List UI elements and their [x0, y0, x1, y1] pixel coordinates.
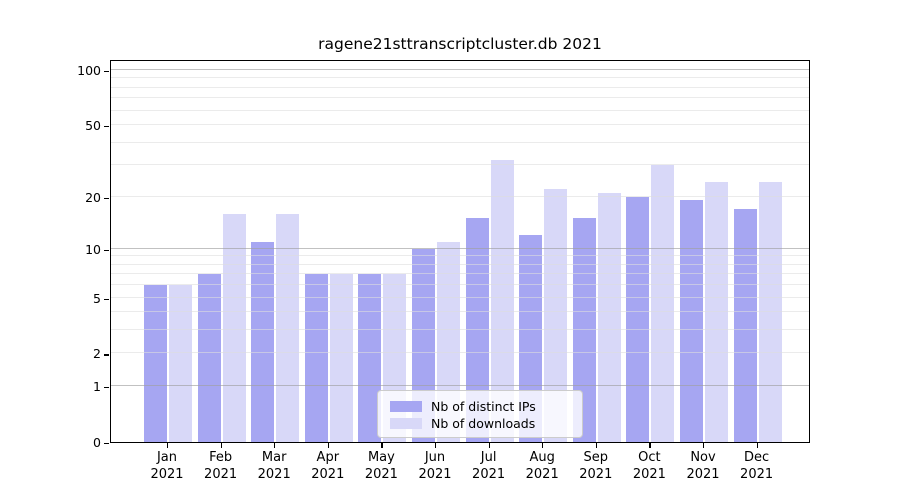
gridline-major-10 [111, 247, 809, 249]
bar-distinct-ips-apr [304, 274, 328, 442]
bar-distinct-ips-feb [197, 274, 221, 442]
y-tick-100 [104, 70, 109, 72]
bar-downloads-feb [222, 213, 246, 442]
x-tick-jan [167, 443, 169, 448]
x-tick-label-dec: Dec 2021 [740, 450, 774, 482]
x-tick-jun [435, 443, 437, 448]
x-tick-label-jul: Jul 2021 [472, 450, 506, 482]
bar-downloads-aug [544, 189, 568, 442]
legend-label-downloads: Nb of downloads [431, 415, 536, 431]
bar-downloads-mar [276, 213, 300, 442]
y-tick-20 [104, 197, 109, 199]
y-tick-label-5: 5 [93, 290, 101, 306]
gridline-minor-60 [111, 109, 809, 111]
gridline-minor-80 [111, 86, 809, 88]
gridline-minor-70 [111, 97, 809, 99]
y-tick-label-2: 2 [93, 346, 101, 362]
gridline-minor-3 [111, 329, 809, 331]
gridline-minor-8 [111, 263, 809, 265]
y-tick-1 [104, 387, 109, 389]
x-tick-feb [220, 443, 222, 448]
x-tick-label-oct: Oct 2021 [632, 450, 666, 482]
y-tick-label-100: 100 [77, 62, 101, 78]
gridline-minor-2 [111, 352, 809, 354]
gridline-minor-6 [111, 284, 809, 286]
y-tick-5 [104, 298, 109, 300]
legend-swatch-distinct-ips [390, 400, 422, 412]
y-tick-10 [104, 249, 109, 251]
bar-distinct-ips-dec [733, 208, 757, 442]
bar-downloads-jul [490, 160, 514, 442]
y-tick-50 [104, 125, 109, 128]
bar-downloads-sep [597, 192, 621, 442]
x-tick-aug [542, 443, 544, 448]
gridline-minor-50 [111, 123, 809, 125]
y-tick-label-50: 50 [85, 117, 101, 133]
x-tick-nov [703, 443, 705, 448]
x-tick-oct [649, 443, 651, 448]
y-tick-label-20: 20 [85, 189, 101, 205]
legend-swatch-downloads [390, 417, 422, 429]
x-tick-jul [488, 443, 490, 448]
chart-title: ragene21sttranscriptcluster.db 2021 [318, 35, 602, 53]
x-tick-dec [756, 443, 758, 448]
plot-area: Nb of distinct IPs Nb of downloads [110, 60, 810, 443]
x-tick-label-may: May 2021 [364, 450, 398, 482]
gridline-minor-9 [111, 255, 809, 257]
x-tick-apr [327, 443, 329, 448]
gridline-minor-7 [111, 273, 809, 275]
x-tick-label-nov: Nov 2021 [686, 450, 720, 482]
bar-distinct-ips-jan [144, 285, 167, 442]
y-tick-0 [104, 443, 109, 445]
x-tick-label-jan: Jan 2021 [150, 450, 184, 482]
x-tick-label-apr: Apr 2021 [311, 450, 345, 482]
gridline-minor-90 [111, 77, 809, 79]
legend-label-distinct-ips: Nb of distinct IPs [431, 398, 536, 414]
bar-downloads-apr [329, 274, 353, 442]
legend-item-downloads: Nb of downloads [390, 415, 572, 431]
y-tick-label-0: 0 [93, 435, 101, 450]
bar-distinct-ips-nov [680, 200, 703, 442]
gridline-minor-30 [111, 164, 809, 166]
y-tick-label-10: 10 [85, 241, 101, 257]
gridline-major-100 [111, 68, 809, 70]
gridline-minor-4 [111, 311, 809, 313]
bar-distinct-ips-mar [251, 241, 275, 442]
bar-downloads-dec [758, 182, 782, 442]
bar-distinct-ips-oct [626, 196, 650, 442]
y-tick-2 [104, 354, 109, 356]
x-tick-label-feb: Feb 2021 [204, 450, 238, 482]
bar-downloads-oct [651, 165, 675, 442]
x-tick-label-aug: Aug 2021 [525, 450, 559, 482]
gridline-minor-20 [111, 195, 809, 197]
x-tick-sep [595, 443, 597, 448]
bar-downloads-nov [705, 182, 728, 442]
gridline-minor-40 [111, 141, 809, 143]
x-tick-may [381, 443, 383, 448]
x-tick-label-mar: Mar 2021 [257, 450, 291, 482]
legend: Nb of distinct IPs Nb of downloads [377, 390, 583, 438]
y-tick-label-1: 1 [93, 379, 101, 395]
gridline-minor-5 [111, 296, 809, 298]
gridline-major-1 [111, 385, 809, 387]
x-tick-label-jun: Jun 2021 [418, 450, 452, 482]
x-tick-label-sep: Sep 2021 [579, 450, 613, 482]
x-tick-mar [274, 443, 276, 448]
legend-item-distinct-ips: Nb of distinct IPs [390, 398, 572, 414]
bar-distinct-ips-may [358, 274, 382, 442]
bar-downloads-jan [169, 285, 192, 442]
